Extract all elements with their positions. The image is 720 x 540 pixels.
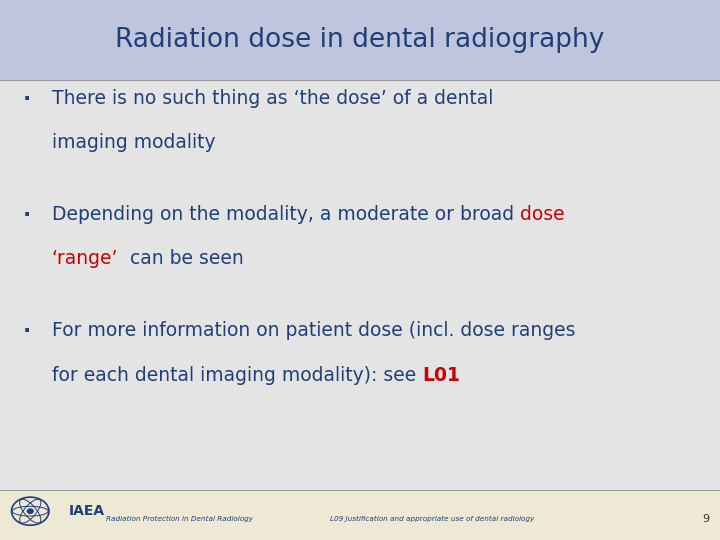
Text: IAEA: IAEA xyxy=(68,504,104,518)
Text: L01: L01 xyxy=(422,366,460,384)
Text: L09 Justification and appropriate use of dental radiology: L09 Justification and appropriate use of… xyxy=(330,516,534,522)
Text: For more information on patient dose (incl. dose ranges: For more information on patient dose (in… xyxy=(52,321,575,340)
Text: Radiation Protection in Dental Radiology: Radiation Protection in Dental Radiology xyxy=(107,516,253,522)
Text: ·: · xyxy=(23,321,32,341)
Text: ·: · xyxy=(23,89,32,109)
Text: for each dental imaging modality): see: for each dental imaging modality): see xyxy=(52,366,422,384)
Bar xyxy=(0,0,720,80)
Text: ‘range’: ‘range’ xyxy=(52,249,118,268)
Text: imaging modality: imaging modality xyxy=(52,133,215,152)
Text: 9: 9 xyxy=(702,514,709,524)
Text: dose: dose xyxy=(520,205,564,224)
Text: ·: · xyxy=(23,205,32,225)
Circle shape xyxy=(27,509,33,514)
Text: can be seen: can be seen xyxy=(118,249,244,268)
Text: There is no such thing as ‘the dose’ of a dental: There is no such thing as ‘the dose’ of … xyxy=(52,89,493,108)
Bar xyxy=(0,490,720,540)
Text: Depending on the modality, a moderate or broad: Depending on the modality, a moderate or… xyxy=(52,205,520,224)
Text: Radiation dose in dental radiography: Radiation dose in dental radiography xyxy=(115,27,605,53)
